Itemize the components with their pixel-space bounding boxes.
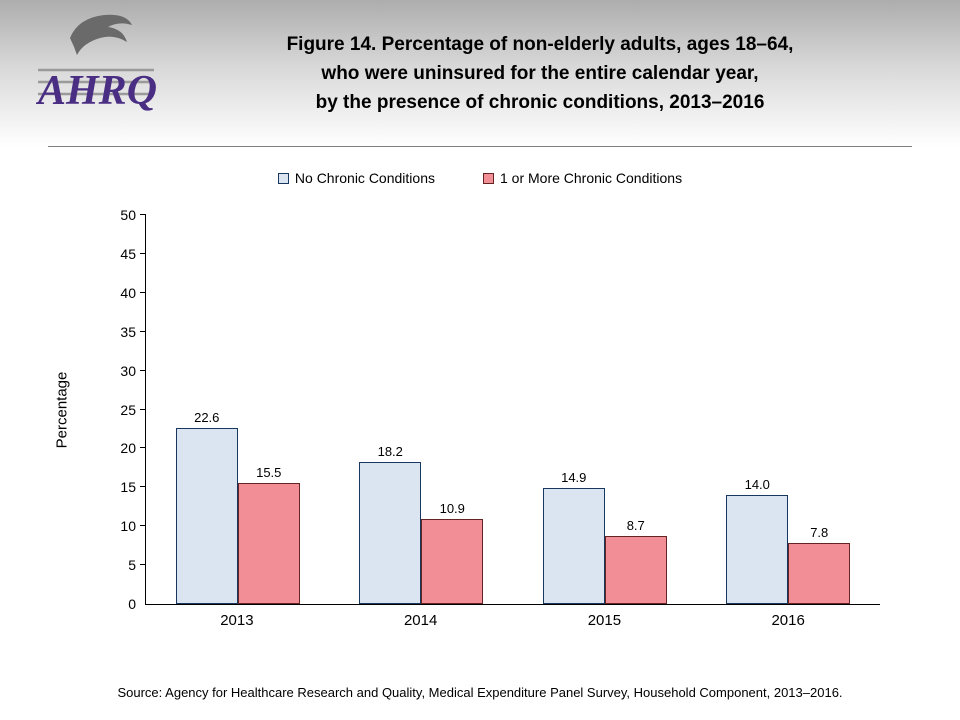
bar-wrap: 15.5 — [237, 215, 300, 604]
bar-group-2015: 14.9 8.7 — [513, 215, 697, 604]
y-tick-label: 25 — [120, 401, 136, 418]
bar-value-label: 8.7 — [626, 518, 645, 534]
bar-wrap: 14.9 — [542, 215, 605, 604]
figure-title-line3: by the presence of chronic conditions, 2… — [315, 92, 765, 113]
bar-value-label: 18.2 — [377, 444, 403, 460]
bar-group-2016: 14.0 7.8 — [697, 215, 881, 604]
legend-label-no-chronic-conditions: No Chronic Conditions — [294, 170, 435, 186]
x-axis-labels: 2013 2014 2015 2016 — [145, 612, 880, 629]
bar-value-label: 15.5 — [256, 465, 282, 481]
bar-no-chronic-conditions-2013 — [175, 428, 238, 604]
y-tick-mark — [140, 564, 146, 566]
bar-no-chronic-conditions-2016 — [726, 495, 789, 604]
bar-no-chronic-conditions-2015 — [542, 488, 605, 604]
x-axis-label-2013: 2013 — [220, 612, 254, 629]
bar-value-label: 10.9 — [439, 501, 465, 517]
y-tick-mark — [140, 369, 146, 371]
legend-marker-pink — [482, 172, 494, 184]
y-tick-label: 15 — [120, 479, 136, 496]
y-tick-mark — [140, 291, 146, 293]
hhs-eagle-icon — [70, 14, 132, 55]
legend-item-chronic-conditions: 1 or More Chronic Conditions — [482, 170, 683, 186]
source-note: Source: Agency for Healthcare Research a… — [117, 685, 843, 700]
y-tick-label: 50 — [120, 207, 136, 223]
legend-label-chronic-conditions: 1 or More Chronic Conditions — [499, 170, 683, 186]
bar-wrap: 10.9 — [421, 215, 484, 604]
legend-item-no-chronic-conditions: No Chronic Conditions — [277, 170, 435, 186]
bar-no-chronic-conditions-2014 — [359, 462, 422, 604]
y-tick-label: 35 — [120, 323, 136, 340]
bar-wrap: 7.8 — [788, 215, 851, 604]
y-tick-label: 10 — [120, 518, 136, 535]
y-axis-title: Percentage — [53, 371, 71, 449]
x-axis-label-2014: 2014 — [403, 612, 438, 629]
header-banner: AHRQ Figure 14. Percentage of non-elderl… — [0, 0, 960, 147]
bar-1-or-more-chronic-conditions-2014 — [421, 519, 484, 604]
y-tick-mark — [140, 252, 146, 254]
bar-1-or-more-chronic-conditions-2013 — [237, 483, 300, 604]
y-tick-mark — [140, 330, 146, 332]
y-tick-mark — [140, 525, 146, 527]
y-tick-mark — [140, 214, 146, 215]
y-tick-label: 5 — [128, 557, 136, 574]
y-tick-label: 20 — [120, 440, 136, 457]
figure-title: Figure 14. Percentage of non-elderly adu… — [150, 30, 930, 117]
bar-wrap: 14.0 — [726, 215, 789, 604]
y-tick-label: 45 — [120, 245, 136, 262]
x-axis-label-2015: 2015 — [587, 612, 622, 629]
figure-title-line2: who were uninsured for the entire calend… — [321, 63, 759, 84]
y-tick-mark — [140, 408, 146, 410]
y-tick-mark — [140, 447, 146, 449]
y-tick-mark — [140, 486, 146, 488]
bar-wrap: 18.2 — [359, 215, 422, 604]
bar-value-label: 22.6 — [194, 410, 220, 426]
bar-group-2013: 22.6 15.5 — [146, 215, 330, 604]
plot-area: 0 5 10 15 20 25 30 35 40 45 50 22.6 15.5 18.2 10.9 14.… — [120, 208, 880, 611]
ahrq-logo: AHRQ — [36, 14, 156, 114]
y-tick-label: 40 — [120, 284, 136, 301]
bar-series-area: 22.6 15.5 18.2 10.9 14.9 8.7 14.0 7.8 — [146, 215, 880, 604]
chart-legend: No Chronic Conditions 1 or More Chronic … — [0, 170, 960, 186]
x-axis-label-2016: 2016 — [771, 612, 805, 629]
bar-wrap: 22.6 — [175, 215, 238, 604]
header-divider — [48, 146, 912, 147]
bar-wrap: 8.7 — [604, 215, 667, 604]
bar-1-or-more-chronic-conditions-2016 — [788, 543, 851, 604]
bar-value-label: 7.8 — [810, 525, 829, 541]
bar-group-2014: 18.2 10.9 — [330, 215, 514, 604]
y-tick-label: 0 — [128, 596, 136, 612]
figure-title-line1: Figure 14. Percentage of non-elderly adu… — [286, 34, 794, 55]
y-tick-label: 30 — [120, 362, 136, 379]
legend-marker-blue — [277, 172, 289, 184]
bar-1-or-more-chronic-conditions-2015 — [604, 536, 667, 604]
bar-value-label: 14.0 — [744, 477, 770, 493]
bar-value-label: 14.9 — [561, 470, 587, 486]
ahrq-logo-text: AHRQ — [36, 68, 156, 114]
